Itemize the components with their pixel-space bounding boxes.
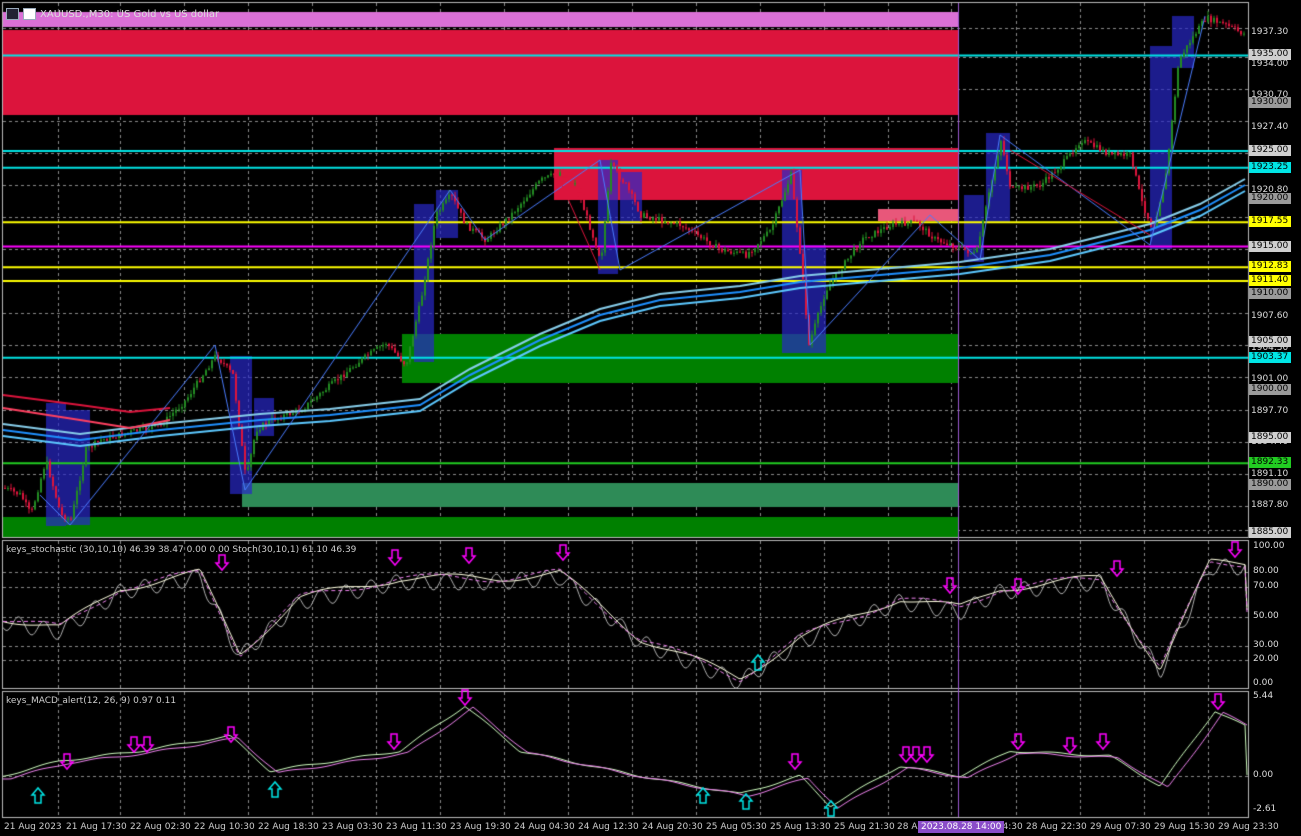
price-level-badge: 1905.00 bbox=[1249, 336, 1291, 348]
time-axis-label: 28 A bbox=[897, 822, 918, 832]
stochastic-level-label: 20.00 bbox=[1253, 654, 1279, 664]
stochastic-level-label: 70.00 bbox=[1253, 581, 1279, 591]
stochastic-level-label: 30.00 bbox=[1253, 640, 1279, 650]
price-level-badge: 1890.00 bbox=[1249, 479, 1291, 491]
time-axis-label: 29 Aug 23:30 bbox=[1218, 822, 1279, 832]
macd-level-label: 0.00 bbox=[1253, 770, 1274, 780]
crosshair-time-badge: 2023.08.28 14:00 bbox=[918, 821, 1005, 833]
price-level-badge: 1912.83 bbox=[1249, 261, 1291, 273]
price-axis-label: 1934.00 bbox=[1251, 58, 1289, 69]
time-axis-label: 22 Aug 02:30 bbox=[130, 822, 191, 832]
price-level-badge: 1900.00 bbox=[1249, 383, 1291, 395]
time-axis-label: 25 Aug 21:30 bbox=[834, 822, 895, 832]
price-level-badge: 1892.33 bbox=[1249, 457, 1291, 469]
time-axis-label: 23 Aug 03:30 bbox=[322, 822, 383, 832]
price-level-badge: 1911.40 bbox=[1249, 274, 1291, 286]
macd-header: keys_MACD_alert(12, 26, 9) 0.97 0.11 bbox=[6, 696, 177, 706]
stochastic-level-label: 0.00 bbox=[1253, 678, 1274, 688]
stochastic-level-label: 50.00 bbox=[1253, 611, 1279, 621]
grid-icon[interactable] bbox=[6, 8, 19, 20]
time-axis-label: 21 Aug 17:30 bbox=[66, 822, 127, 832]
price-level-badge: 1895.00 bbox=[1249, 431, 1291, 443]
price-level-badge: 1930.00 bbox=[1249, 97, 1291, 109]
time-axis-label: 25 Aug 13:30 bbox=[770, 822, 831, 832]
price-axis-label: 1897.70 bbox=[1251, 405, 1289, 416]
price-level-badge: 1885.00 bbox=[1249, 527, 1291, 539]
price-axis-label: 1937.30 bbox=[1251, 27, 1289, 38]
price-axis-label: 1927.40 bbox=[1251, 122, 1289, 133]
time-axis-label: 22 Aug 18:30 bbox=[258, 822, 319, 832]
price-level-badge: 1903.37 bbox=[1249, 351, 1291, 363]
time-axis-label: 21 Aug 2023 bbox=[4, 822, 62, 832]
price-axis-label: 1907.60 bbox=[1251, 311, 1289, 322]
time-axis-label: 29 Aug 07:30 bbox=[1090, 822, 1151, 832]
price-axis-label: 1920.80 bbox=[1251, 185, 1289, 196]
time-axis-label: 24 Aug 04:30 bbox=[514, 822, 575, 832]
time-axis-label: 28 Aug 22:30 bbox=[1026, 822, 1087, 832]
price-level-badge: 1910.00 bbox=[1249, 288, 1291, 300]
time-axis-label: 29 Aug 15:30 bbox=[1154, 822, 1215, 832]
price-level-badge: 1925.00 bbox=[1249, 144, 1291, 156]
price-axis-label: 1904.30 bbox=[1251, 342, 1289, 353]
time-axis-label: 23 Aug 19:30 bbox=[450, 822, 511, 832]
price-level-badge: 1917.55 bbox=[1249, 216, 1291, 228]
price-level-badge: 1915.00 bbox=[1249, 240, 1291, 252]
time-axis-label: 24 Aug 12:30 bbox=[578, 822, 639, 832]
price-level-badge: 1923.25 bbox=[1249, 161, 1291, 173]
price-axis-label: 1891.10 bbox=[1251, 468, 1289, 479]
stochastic-level-label: 80.00 bbox=[1253, 566, 1279, 576]
price-axis-label: 1901.00 bbox=[1251, 374, 1289, 385]
chart-title: XAUUSD.,M30: US Gold vs US dollar bbox=[6, 7, 219, 21]
chart-type-icon[interactable] bbox=[23, 8, 36, 20]
price-level-badge: 1920.00 bbox=[1249, 192, 1291, 204]
time-axis-label: 22 Aug 10:30 bbox=[194, 822, 255, 832]
price-axis-label: 1887.80 bbox=[1251, 500, 1289, 511]
macd-level-label: 5.44 bbox=[1253, 691, 1274, 701]
price-level-badge: 1935.00 bbox=[1249, 49, 1291, 61]
time-axis-label: 24 Aug 20:30 bbox=[642, 822, 703, 832]
macd-level-label: -2.61 bbox=[1253, 804, 1277, 814]
time-axis-label: 25 Aug 05:30 bbox=[706, 822, 767, 832]
symbol-title: XAUUSD.,M30: US Gold vs US dollar bbox=[40, 8, 220, 20]
price-axis-label: 1930.70 bbox=[1251, 90, 1289, 101]
stochastic-level-label: 100.00 bbox=[1253, 541, 1285, 551]
stochastic-header: keys_stochastic (30,10,10) 46.39 38.47 0… bbox=[6, 545, 357, 555]
time-axis-label: 23 Aug 11:30 bbox=[386, 822, 447, 832]
